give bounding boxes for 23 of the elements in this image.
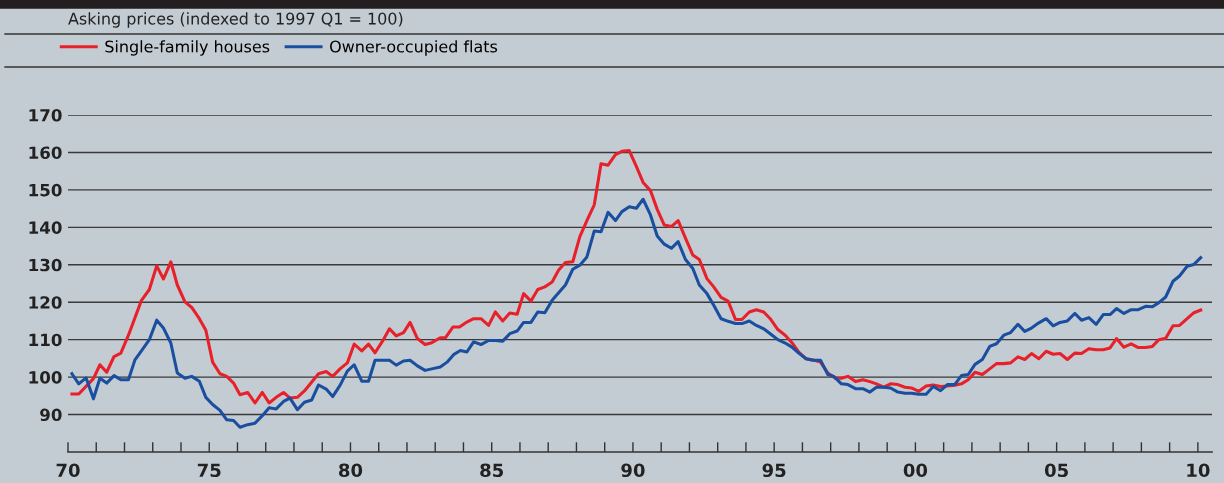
- chart-title: Asking prices (indexed to 1997 Q1 = 100): [68, 12, 403, 28]
- x-tick-label: 95: [762, 463, 786, 478]
- x-tick-label: 10: [1187, 463, 1210, 478]
- y-tick-label: 160: [29, 146, 62, 160]
- y-tick-label: 150: [29, 183, 62, 197]
- legend-label: Single-family houses: [105, 40, 270, 56]
- x-tick-label: 90: [621, 463, 645, 478]
- y-tick-label: 100: [29, 371, 62, 384]
- y-tick-label: 90: [40, 408, 62, 422]
- x-tick-label: 75: [197, 463, 221, 478]
- x-tick-label: 00: [903, 463, 928, 478]
- y-tick-label: 140: [29, 221, 62, 234]
- y-tick-label: 130: [29, 258, 62, 272]
- y-tick-label: 170: [29, 108, 62, 122]
- y-tick-label: 110: [29, 333, 62, 347]
- x-tick-label: 70: [56, 463, 80, 478]
- x-tick-label: 05: [1044, 463, 1068, 478]
- legend-label: Owner-occupied flats: [330, 40, 498, 56]
- y-tick-label: 120: [29, 296, 62, 309]
- line-series: [70, 149, 1203, 405]
- x-tick-label: 85: [480, 463, 504, 478]
- x-tick-label: 80: [339, 463, 363, 478]
- line-series: [70, 197, 1203, 429]
